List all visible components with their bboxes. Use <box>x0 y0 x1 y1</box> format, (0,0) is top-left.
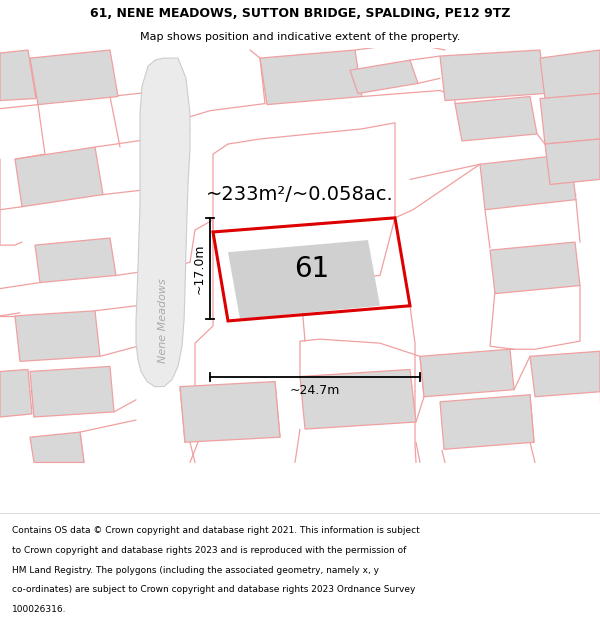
Polygon shape <box>440 395 534 449</box>
Polygon shape <box>228 240 380 319</box>
Polygon shape <box>420 349 514 397</box>
Polygon shape <box>350 60 418 94</box>
Polygon shape <box>30 366 114 417</box>
Text: ~233m²/~0.058ac.: ~233m²/~0.058ac. <box>206 185 394 204</box>
Polygon shape <box>300 369 416 429</box>
Polygon shape <box>15 147 103 207</box>
Polygon shape <box>0 50 36 101</box>
Polygon shape <box>180 382 280 442</box>
Polygon shape <box>490 242 580 294</box>
Text: 100026316.: 100026316. <box>12 605 67 614</box>
Text: HM Land Registry. The polygons (including the associated geometry, namely x, y: HM Land Registry. The polygons (includin… <box>12 566 379 574</box>
Text: ~24.7m: ~24.7m <box>290 384 340 397</box>
Polygon shape <box>30 432 84 462</box>
Polygon shape <box>136 58 190 387</box>
Text: 61, NENE MEADOWS, SUTTON BRIDGE, SPALDING, PE12 9TZ: 61, NENE MEADOWS, SUTTON BRIDGE, SPALDIN… <box>90 7 510 20</box>
Text: co-ordinates) are subject to Crown copyright and database rights 2023 Ordnance S: co-ordinates) are subject to Crown copyr… <box>12 585 415 594</box>
Text: ~17.0m: ~17.0m <box>193 243 205 294</box>
Text: 61: 61 <box>294 255 329 283</box>
Polygon shape <box>440 50 545 101</box>
Text: Map shows position and indicative extent of the property.: Map shows position and indicative extent… <box>140 32 460 43</box>
Polygon shape <box>260 50 362 104</box>
Polygon shape <box>455 96 537 141</box>
Text: to Crown copyright and database rights 2023 and is reproduced with the permissio: to Crown copyright and database rights 2… <box>12 546 406 555</box>
Text: Nene Meadows: Nene Meadows <box>158 279 168 363</box>
Polygon shape <box>0 369 32 417</box>
Text: Contains OS data © Crown copyright and database right 2021. This information is : Contains OS data © Crown copyright and d… <box>12 526 420 536</box>
Polygon shape <box>530 351 600 397</box>
Polygon shape <box>480 154 576 210</box>
Polygon shape <box>545 139 600 184</box>
Polygon shape <box>30 50 118 104</box>
Polygon shape <box>540 94 600 144</box>
Polygon shape <box>35 238 116 282</box>
Polygon shape <box>540 50 600 99</box>
Polygon shape <box>15 311 100 361</box>
